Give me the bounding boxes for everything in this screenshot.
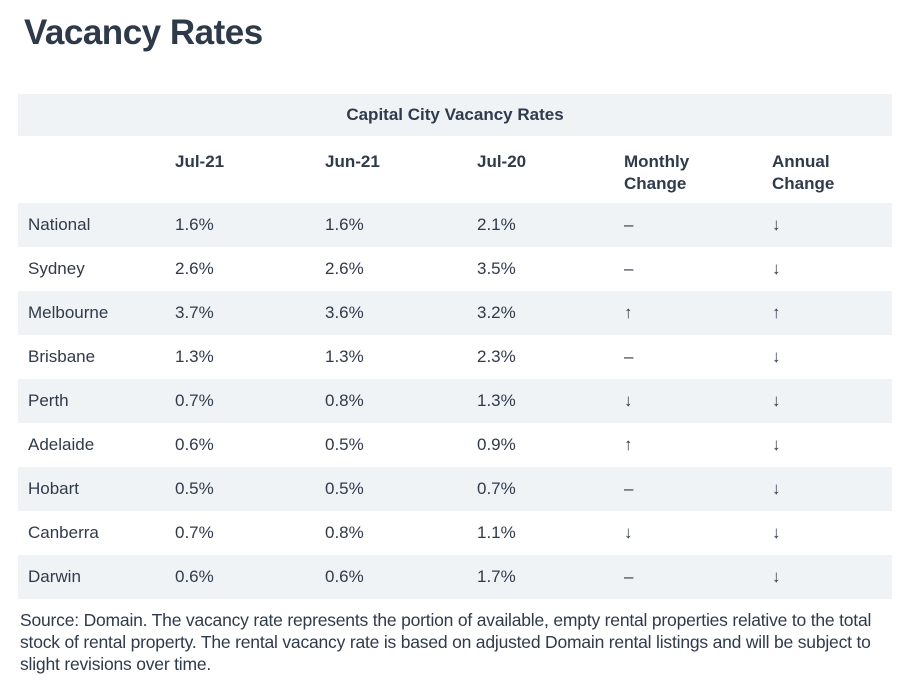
table-row-canberra: Canberra 0.7% 0.8% 1.1% ↓ ↓ (18, 511, 892, 555)
city-label: Darwin (28, 567, 81, 586)
monthly-change-indicator: – (624, 567, 634, 586)
value-jun-21: 0.6% (325, 567, 364, 586)
city-label: Sydney (28, 259, 85, 278)
value-jul-20: 3.2% (477, 303, 516, 322)
value-jul-21: 1.6% (175, 215, 214, 234)
value-jun-21: 1.3% (325, 347, 364, 366)
table-header-row: Jul-21 Jun-21 Jul-20 Monthly Change Annu… (18, 136, 892, 203)
table-row-perth: Perth 0.7% 0.8% 1.3% ↓ ↓ (18, 379, 892, 423)
annual-change-indicator: ↓ (772, 479, 781, 498)
city-label: Perth (28, 391, 69, 410)
value-jul-20: 1.3% (477, 391, 516, 410)
city-label: National (28, 215, 91, 234)
column-header-jul-20: Jul-20 (477, 152, 527, 171)
page-title: Vacancy Rates (24, 13, 263, 52)
value-jul-21: 3.7% (175, 303, 214, 322)
annual-change-indicator: ↑ (772, 303, 781, 322)
value-jul-21: 1.3% (175, 347, 214, 366)
value-jul-21: 2.6% (175, 259, 214, 278)
value-jun-21: 3.6% (325, 303, 364, 322)
monthly-change-indicator: – (624, 347, 634, 366)
value-jul-20: 3.5% (477, 259, 516, 278)
monthly-change-indicator: ↓ (624, 523, 633, 542)
city-label: Adelaide (28, 435, 95, 454)
monthly-change-indicator: – (624, 479, 634, 498)
value-jul-20: 2.3% (477, 347, 516, 366)
value-jun-21: 0.8% (325, 391, 364, 410)
value-jul-20: 1.1% (477, 523, 516, 542)
table-row-hobart: Hobart 0.5% 0.5% 0.7% – ↓ (18, 467, 892, 511)
value-jun-21: 0.5% (325, 435, 364, 454)
table-row-darwin: Darwin 0.6% 0.6% 1.7% – ↓ (18, 555, 892, 599)
value-jun-21: 0.8% (325, 523, 364, 542)
value-jun-21: 1.6% (325, 215, 364, 234)
value-jul-20: 1.7% (477, 567, 516, 586)
value-jul-21: 0.6% (175, 435, 214, 454)
table-row-national: National 1.6% 1.6% 2.1% – ↓ (18, 203, 892, 247)
monthly-change-indicator: ↓ (624, 391, 633, 410)
annual-change-indicator: ↓ (772, 435, 781, 454)
value-jul-21: 0.7% (175, 391, 214, 410)
city-label: Brisbane (28, 347, 96, 366)
table-row-melbourne: Melbourne 3.7% 3.6% 3.2% ↑ ↑ (18, 291, 892, 335)
annual-change-indicator: ↓ (772, 215, 781, 234)
table-row-brisbane: Brisbane 1.3% 1.3% 2.3% – ↓ (18, 335, 892, 379)
monthly-change-indicator: – (624, 259, 634, 278)
column-header-jun-21: Jun-21 (325, 152, 380, 171)
city-label: Melbourne (28, 303, 109, 322)
value-jul-20: 0.9% (477, 435, 516, 454)
annual-change-indicator: ↓ (772, 347, 781, 366)
column-header-monthly-change: Monthly Change (624, 152, 690, 193)
column-header-jul-21: Jul-21 (175, 152, 225, 171)
value-jun-21: 0.5% (325, 479, 364, 498)
monthly-change-indicator: – (624, 215, 634, 234)
annual-change-indicator: ↓ (772, 523, 781, 542)
monthly-change-indicator: ↑ (624, 435, 633, 454)
table-row-adelaide: Adelaide 0.6% 0.5% 0.9% ↑ ↓ (18, 423, 892, 467)
city-label: Canberra (28, 523, 99, 542)
value-jul-21: 0.5% (175, 479, 214, 498)
value-jul-21: 0.6% (175, 567, 214, 586)
annual-change-indicator: ↓ (772, 567, 781, 586)
city-label: Hobart (28, 479, 80, 498)
table-caption: Capital City Vacancy Rates (18, 94, 892, 136)
value-jul-20: 2.1% (477, 215, 516, 234)
monthly-change-indicator: ↑ (624, 303, 633, 322)
value-jul-20: 0.7% (477, 479, 516, 498)
table-row-sydney: Sydney 2.6% 2.6% 3.5% – ↓ (18, 247, 892, 291)
column-header-city (18, 136, 165, 151)
column-header-annual-change: Annual Change (772, 152, 835, 193)
value-jun-21: 2.6% (325, 259, 364, 278)
annual-change-indicator: ↓ (772, 391, 781, 410)
vacancy-rates-table: Capital City Vacancy Rates Jul-21 Jun-21… (18, 94, 892, 599)
annual-change-indicator: ↓ (772, 259, 781, 278)
value-jul-21: 0.7% (175, 523, 214, 542)
source-note: Source: Domain. The vacancy rate represe… (20, 610, 872, 674)
